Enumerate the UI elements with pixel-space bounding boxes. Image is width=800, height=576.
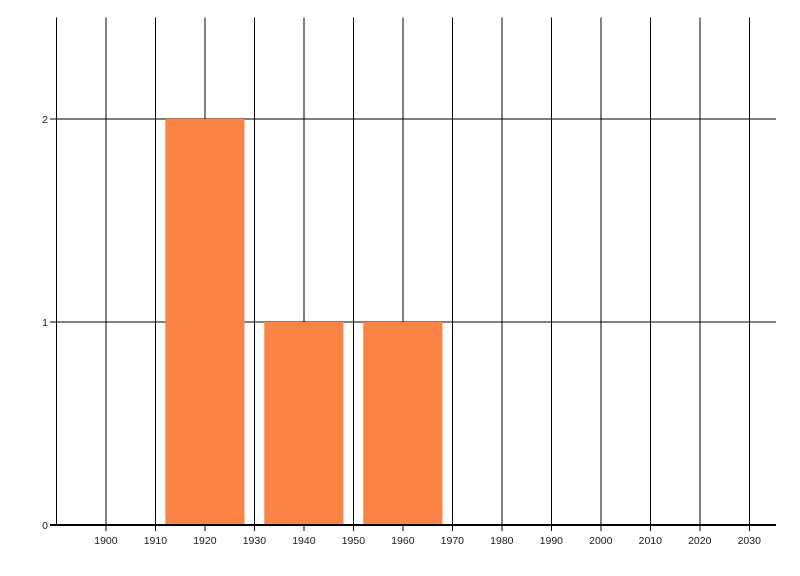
y-tick-label: 0: [42, 520, 48, 532]
y-tick-label: 1: [42, 317, 48, 329]
bar: [264, 322, 344, 525]
x-tick-label: 1940: [292, 535, 316, 547]
x-tick-label: 2030: [738, 535, 762, 547]
x-tick-label: 1910: [144, 535, 168, 547]
bar: [363, 322, 443, 525]
x-tick-label: 2020: [688, 535, 712, 547]
x-tick-label: 1950: [342, 535, 366, 547]
x-tick-label: 2010: [639, 535, 663, 547]
x-tick-label: 1920: [193, 535, 217, 547]
x-tick-label: 1970: [441, 535, 465, 547]
x-tick-label: 2000: [589, 535, 613, 547]
y-tick-label: 2: [42, 114, 48, 126]
x-tick-label: 1990: [540, 535, 564, 547]
bar: [165, 119, 245, 525]
x-tick-label: 1930: [243, 535, 267, 547]
x-tick-label: 1960: [391, 535, 415, 547]
x-tick-label: 1900: [94, 535, 118, 547]
x-tick-label: 1980: [490, 535, 514, 547]
